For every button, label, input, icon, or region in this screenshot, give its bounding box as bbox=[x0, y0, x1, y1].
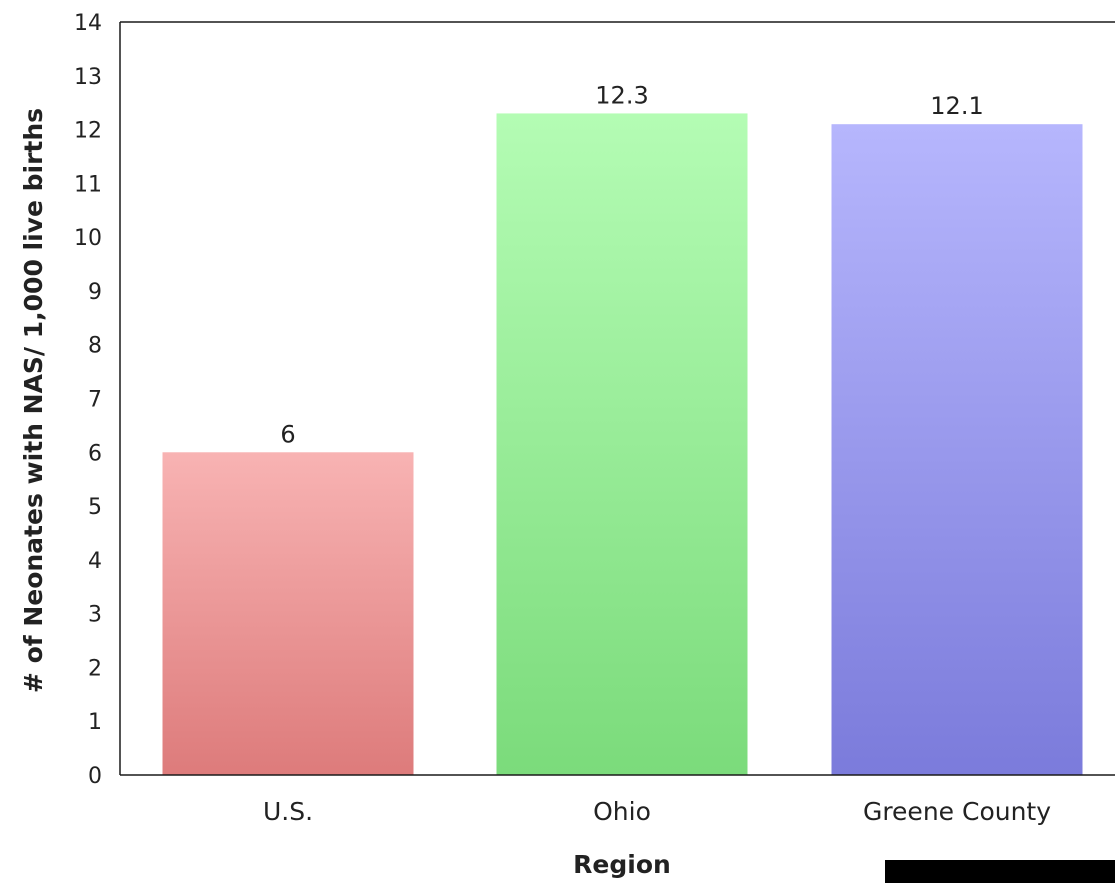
y-axis-title: # of Neonates with NAS/ 1,000 live birth… bbox=[19, 108, 48, 693]
y-tick-label: 7 bbox=[88, 388, 102, 413]
x-tick-label: U.S. bbox=[263, 797, 313, 826]
y-tick-label: 11 bbox=[74, 172, 102, 197]
y-tick-label: 10 bbox=[74, 226, 102, 251]
bar-value-label: 6 bbox=[280, 420, 295, 448]
redaction-bar bbox=[885, 860, 1115, 883]
bars-group bbox=[162, 113, 1083, 775]
data-labels-group: 6 12.3 12.1 bbox=[280, 81, 983, 448]
bar-ohio bbox=[496, 113, 748, 775]
y-tick-label: 8 bbox=[88, 334, 102, 359]
x-tick-label: Greene County bbox=[863, 797, 1051, 826]
bar-value-label: 12.3 bbox=[595, 81, 648, 109]
y-tick-label: 2 bbox=[88, 656, 102, 681]
y-tick-label: 1 bbox=[88, 710, 102, 735]
y-tick-label: 12 bbox=[74, 119, 102, 144]
y-tick-label: 4 bbox=[88, 549, 102, 574]
y-tick-label: 0 bbox=[88, 764, 102, 789]
y-tick-label: 9 bbox=[88, 280, 102, 305]
y-axis-title-group: # of Neonates with NAS/ 1,000 live birth… bbox=[19, 108, 48, 693]
y-tick-label: 14 bbox=[74, 11, 102, 36]
bar-u-s bbox=[162, 452, 414, 775]
bar-value-label: 12.1 bbox=[930, 92, 983, 120]
y-tick-label: 6 bbox=[88, 441, 102, 466]
bar-greene-county bbox=[831, 124, 1083, 775]
y-tick-label: 3 bbox=[88, 603, 102, 628]
y-tick-label: 13 bbox=[74, 65, 102, 90]
x-axis-title: Region bbox=[573, 850, 671, 879]
plot-frame bbox=[119, 21, 1115, 776]
y-tick-label: 5 bbox=[88, 495, 102, 520]
x-tick-label: Ohio bbox=[593, 797, 651, 826]
x-axis-category-labels: U.S. Ohio Greene County bbox=[263, 797, 1051, 826]
